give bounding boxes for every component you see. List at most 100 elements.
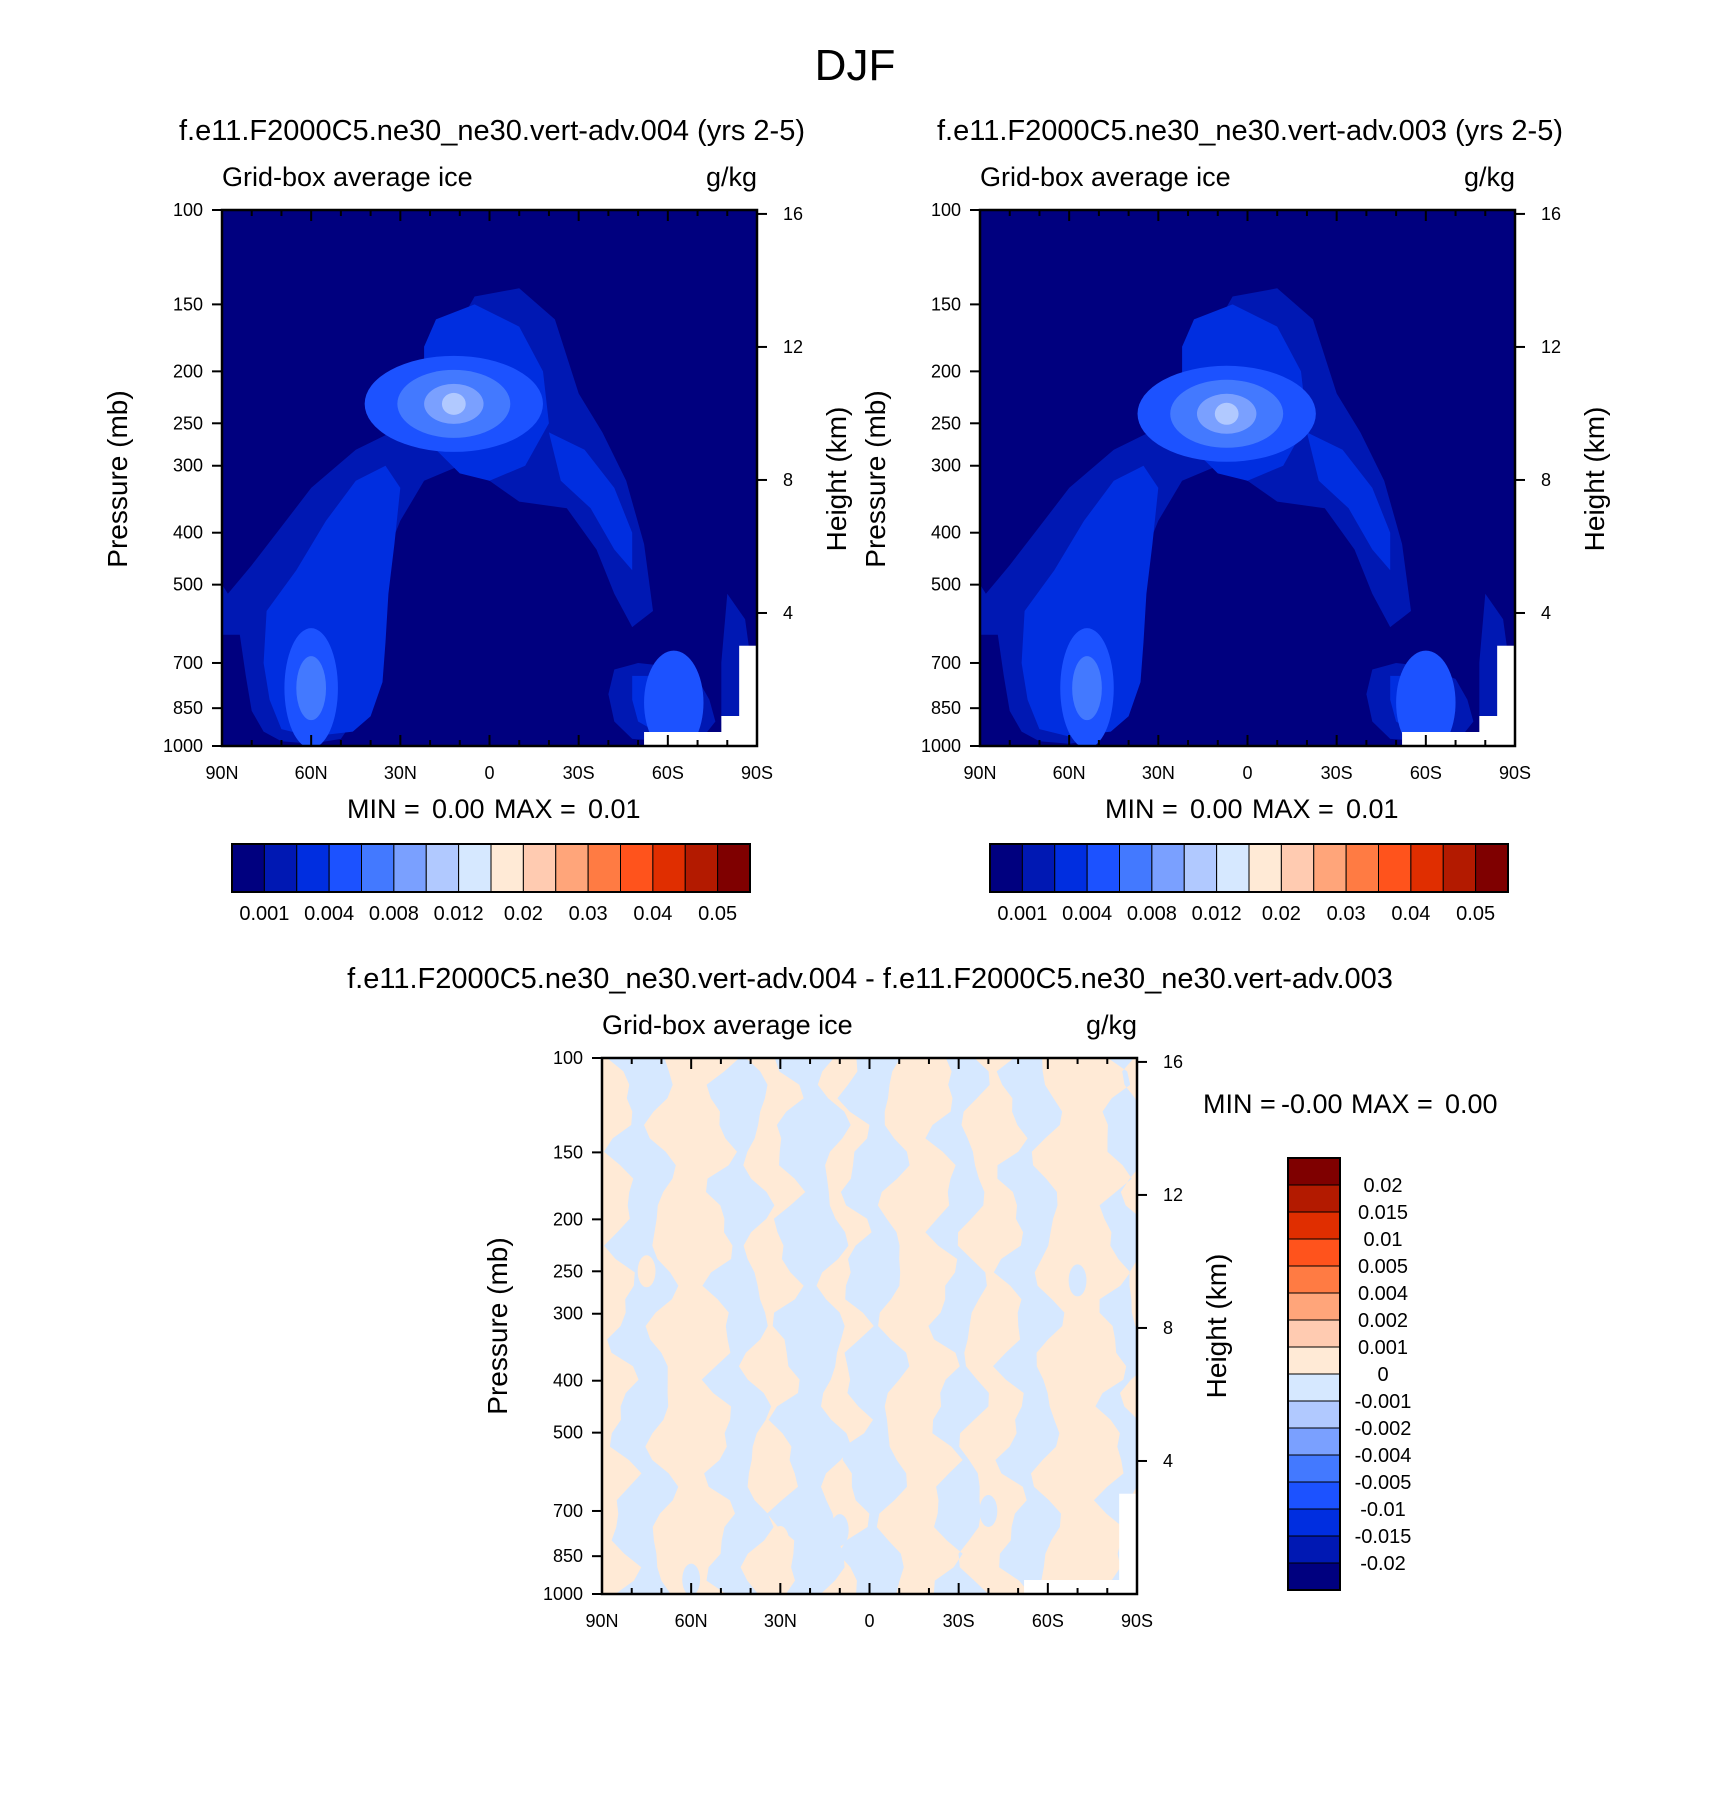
contour-level-negative	[701, 1058, 775, 1594]
y-axis-label-right: Height (km)	[1201, 1254, 1232, 1399]
colorbar-box	[1287, 1373, 1341, 1402]
y-tick-label: 850	[931, 698, 961, 718]
max-value: 0.01	[1346, 794, 1399, 824]
height-tick-label: 12	[1163, 1185, 1183, 1205]
colorbar-box	[1287, 1400, 1341, 1429]
colorbar-box	[1248, 843, 1282, 893]
x-tick-label: 0	[1242, 763, 1252, 783]
contour-level-4	[296, 656, 327, 721]
units-label: g/kg	[1086, 1010, 1137, 1040]
colorbar-label: -0.01	[1360, 1499, 1406, 1521]
y-tick-label: 500	[553, 1423, 583, 1443]
missing-data	[1024, 1580, 1137, 1594]
x-tick-label: 90S	[741, 763, 773, 783]
colorbar-box	[1086, 843, 1120, 893]
y-tick-label: 200	[931, 361, 961, 381]
colorbar-box	[1054, 843, 1088, 893]
colorbar-box	[458, 843, 492, 893]
figure-title: DJF	[815, 41, 896, 90]
colorbar-label: 0.015	[1358, 1202, 1408, 1224]
y-axis-label: Pressure (mb)	[860, 390, 891, 567]
colorbar-label: 0.02	[1262, 903, 1301, 925]
colorbar-label: 0.002	[1358, 1310, 1408, 1332]
colorbar-label: 0.001	[239, 903, 289, 925]
min-value: 0.00	[1190, 794, 1243, 824]
y-tick-label: 500	[931, 575, 961, 595]
y-tick-label: 850	[173, 698, 203, 718]
y-axis-label-right: Height (km)	[821, 407, 852, 552]
max-label: MAX =	[1351, 1089, 1433, 1119]
y-tick-label: 500	[173, 575, 203, 595]
x-tick-label: 60N	[1053, 763, 1086, 783]
colorbar-box	[1287, 1454, 1341, 1483]
colorbar-label: 0.004	[1358, 1283, 1408, 1305]
x-tick-label: 30S	[943, 1611, 975, 1631]
y-tick-label: 200	[553, 1209, 583, 1229]
colorbar-box	[684, 843, 719, 893]
colorbar-label: -0.002	[1355, 1418, 1412, 1440]
variable-label: Grid-box average ice	[980, 162, 1231, 192]
colorbar-label: 0.008	[1127, 903, 1177, 925]
panel-title: f.e11.F2000C5.ne30_ne30.vert-adv.003 (yr…	[937, 115, 1563, 147]
contour-level-3	[644, 650, 704, 746]
colorbar-box	[555, 843, 589, 893]
colorbar-box	[1021, 843, 1056, 893]
colorbar-box	[1345, 843, 1379, 893]
max-label: MAX =	[494, 794, 576, 824]
colorbar-box	[1287, 1184, 1341, 1213]
colorbar-box	[522, 843, 557, 893]
height-tick-label: 4	[783, 603, 793, 623]
height-tick-label: 12	[783, 337, 803, 357]
colorbar-box	[328, 843, 362, 893]
min-label: MIN =	[1105, 794, 1178, 824]
y-tick-label: 200	[173, 361, 203, 381]
x-tick-label: 90N	[585, 1611, 618, 1631]
colorbar-frame	[231, 843, 751, 893]
colorbar-box	[652, 843, 686, 893]
x-tick-label: 60S	[1410, 763, 1442, 783]
contour-level-negative	[767, 1058, 852, 1594]
missing-data	[1119, 1493, 1137, 1594]
colorbar-label: -0.001	[1355, 1391, 1412, 1413]
contour-level-6	[441, 392, 466, 415]
colorbar-box	[263, 843, 298, 893]
contour-fill	[980, 210, 1515, 746]
y-tick-label: 250	[173, 413, 203, 433]
contour-level-4	[1072, 656, 1102, 721]
contour-level-2	[1021, 465, 1159, 737]
x-tick-label: 60N	[675, 1611, 708, 1631]
y-tick-label: 300	[173, 456, 203, 476]
min-label: MIN =	[347, 794, 420, 824]
y-tick-label: 250	[931, 413, 961, 433]
x-tick-label: 90S	[1499, 763, 1531, 783]
x-tick-label: 90N	[963, 763, 996, 783]
x-tick-label: 0	[484, 763, 494, 783]
colorbar-box	[1119, 843, 1153, 893]
colorbar-box	[1287, 1508, 1341, 1537]
colorbar-label: 0.02	[1364, 1175, 1403, 1197]
colorbar-label: 0.005	[1358, 1256, 1408, 1278]
y-tick-label: 700	[553, 1501, 583, 1521]
colorbar-box	[1287, 1346, 1341, 1375]
contour-plot: 90N 60N 30N 0 30S 60S 90S 100 150 200 250 300 400 500…	[543, 1048, 1183, 1631]
missing-data	[739, 645, 757, 746]
x-tick-label: 30N	[384, 763, 417, 783]
colorbar-label: 0.05	[1456, 903, 1495, 925]
contour-level-positive	[771, 1526, 790, 1559]
x-tick-label: 30S	[1321, 763, 1353, 783]
colorbar-frame	[989, 843, 1509, 893]
height-tick-label: 16	[1163, 1052, 1183, 1072]
colorbar-label: 0.008	[369, 903, 419, 925]
y-axis-label: Pressure (mb)	[102, 390, 133, 567]
colorbar-label: 0.03	[569, 903, 608, 925]
colorbar-label: 0.05	[698, 903, 737, 925]
contour-level-positive	[905, 1548, 923, 1581]
colorbar-label: 0.001	[997, 903, 1047, 925]
y-tick-label: 700	[173, 653, 203, 673]
height-tick-label: 4	[1163, 1451, 1173, 1471]
y-tick-label: 700	[931, 653, 961, 673]
height-tick-label: 16	[783, 204, 803, 224]
panel-model-004: f.e11.F2000C5.ne30_ne30.vert-adv.004 (yr…	[102, 115, 852, 925]
contour-level-negative	[837, 1058, 910, 1594]
colorbar-box	[393, 843, 427, 893]
